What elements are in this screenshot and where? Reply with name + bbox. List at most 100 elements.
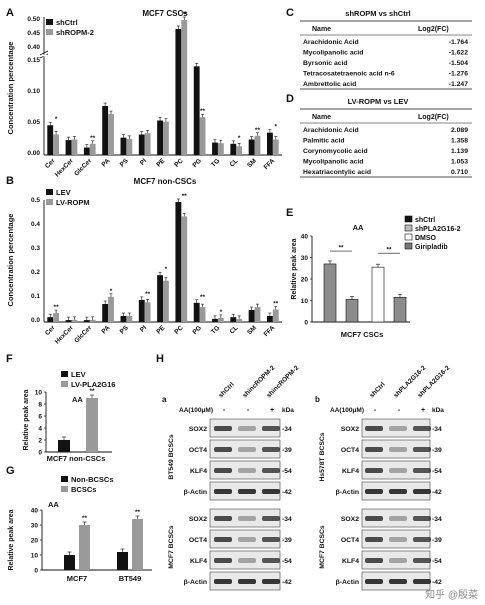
chart-f-bar-lv-pla2g16 bbox=[86, 398, 98, 452]
chart-a-bar-pi-shctrl bbox=[138, 134, 145, 155]
blot-b-band-1-sox2-0 bbox=[365, 516, 383, 521]
blot-a-aa-label: AA(100μM) bbox=[179, 407, 213, 414]
chart-b-bar-glccer-lev bbox=[83, 320, 90, 322]
chart-a-bar-pg-shctrl bbox=[193, 66, 200, 155]
tick-b-0.1: 0.1 bbox=[31, 293, 40, 300]
blot-a-protein-1-oct4: OCT4 bbox=[189, 537, 207, 544]
blot-b-lane-label-0: shCtrl bbox=[368, 381, 386, 399]
panel-letter-e: E bbox=[286, 207, 293, 219]
chart-e-xlabel: MCF7 CSCs bbox=[341, 330, 384, 339]
blot-b-protein-1-oct4: OCT4 bbox=[341, 537, 359, 544]
chart-a-xtick-pe: PE bbox=[155, 157, 167, 169]
blot-a-band-0-oct4-0 bbox=[214, 447, 232, 452]
blot-b-aa-value-2: + bbox=[421, 407, 425, 414]
chart-f-sig: ** bbox=[89, 388, 95, 395]
table-c-header-fc: Log2(FC) bbox=[418, 26, 449, 33]
watermark: 知乎 @殷菜 bbox=[425, 588, 478, 601]
chart-a-legend: shCtrl shROPM-2 bbox=[46, 18, 94, 37]
tick-a-0.50: 0.50 bbox=[27, 16, 40, 23]
chart-a-axis-break-1 bbox=[39, 50, 49, 56]
blot-a-aa-value-2: + bbox=[270, 407, 274, 414]
blot-a-protein-0-actin: β-Actin bbox=[184, 489, 207, 496]
chart-b-title: MCF7 non-CSCs bbox=[134, 177, 197, 186]
chart-e-legend-label-shpla2g16-2: shPLA2G16-2 bbox=[415, 226, 461, 233]
panel-letter-b: B bbox=[6, 175, 14, 187]
chart-b-xtick-pc: PC bbox=[173, 324, 185, 336]
chart-a-bar-hexcer-shropm-2 bbox=[71, 139, 78, 155]
chart-f-ytick-2: 2 bbox=[38, 438, 42, 445]
chart-e-legend-label-giripladib: Giripladib bbox=[415, 244, 448, 251]
chart-b-sig-tg: * bbox=[220, 309, 223, 316]
chart-b-bar-pg-lev bbox=[193, 302, 200, 322]
blot-b-aa-value-1: - bbox=[398, 407, 401, 414]
panel-letter-c: C bbox=[286, 7, 294, 19]
panel-letter-a: A bbox=[6, 7, 14, 19]
chart-b-bar-cer-lev bbox=[47, 317, 54, 322]
chart-g-ytick-10: 10 bbox=[31, 553, 39, 560]
blot-b-band-1-actin-2 bbox=[413, 579, 431, 584]
chart-b-xtick-sm: SM bbox=[246, 324, 258, 336]
chart-e-legend: shCtrl shPLA2G16-2 DMSO Giripladib bbox=[404, 215, 461, 251]
blot-b-protein-1-actin: β-Actin bbox=[336, 579, 359, 586]
blot-a-size-1-klf4: -54 bbox=[282, 558, 292, 565]
legend-swatch-lev-f bbox=[61, 371, 68, 377]
chart-b-xtick-pe: PE bbox=[155, 324, 167, 336]
blot-a-aa-value-1: - bbox=[247, 407, 250, 414]
chart-b-xtick-ps: PS bbox=[119, 324, 131, 336]
chart-a-xtick-cer: Cer bbox=[44, 157, 57, 170]
legend-label-lev-f: LEV bbox=[71, 370, 86, 379]
blot-a-band-0-sox2-0 bbox=[214, 426, 232, 431]
chart-b-xtick-glccer: GlcCer bbox=[73, 324, 93, 344]
chart-e-ytick-30: 30 bbox=[301, 255, 309, 262]
chart-b-bar-ps-lv-ropm bbox=[126, 316, 133, 322]
blot-b-band-0-klf4-0 bbox=[365, 468, 383, 473]
chart-f-bar-lev bbox=[58, 440, 70, 452]
chart-g-legend: Non-BCSCs BCSCs bbox=[61, 475, 114, 494]
blot-b-band-1-klf4-2 bbox=[413, 558, 431, 563]
blot-a-protein-1-klf4: KLF4 bbox=[190, 558, 207, 565]
chart-b-bar-hexcer-lv-ropm bbox=[71, 319, 78, 322]
blot-b-band-0-oct4-0 bbox=[365, 447, 383, 452]
chart-b-bar-pe-lev bbox=[157, 275, 163, 322]
chart-b-bar-sm-lev bbox=[248, 310, 255, 322]
table-c: shROPM vs shCtrl Name Log2(FC) Arachidon… bbox=[300, 9, 472, 90]
tick-a-0.15: 0.15 bbox=[27, 57, 40, 64]
chart-g-xtick-mcf7: MCF7 bbox=[67, 574, 87, 583]
chart-a-bar-pg-shropm-2 bbox=[199, 117, 206, 155]
blot-b-size-0-actin: -42 bbox=[432, 489, 442, 496]
table-c-row-name-3: Tetracosatetraenoic acid n-6 bbox=[303, 71, 395, 78]
chart-e-title: AA bbox=[353, 223, 364, 232]
chart-b-xtick-cl: CL bbox=[229, 324, 240, 335]
chart-b-ylabel: Concentration percentage bbox=[6, 214, 15, 307]
blot-b-band-1-klf4-1 bbox=[389, 558, 407, 563]
blot-b-size-1-sox2: -34 bbox=[432, 516, 442, 523]
table-d-row-name-2: Corynomycolic acid bbox=[303, 148, 368, 155]
table-c-row-fc-3: -1.276 bbox=[449, 71, 468, 78]
table-d-row-fc-4: 0.710 bbox=[451, 169, 468, 176]
blot-b-band-1-sox2-2 bbox=[413, 516, 431, 521]
blot-b-band-0-actin-1 bbox=[389, 489, 407, 494]
chart-a-bar-glccer-shropm-2 bbox=[89, 143, 96, 155]
chart-e-legend-swatch-shctrl bbox=[404, 215, 413, 223]
table-c-row-name-4: Ambrettolic acid bbox=[303, 81, 356, 88]
blot-a-size-0-actin: -42 bbox=[282, 489, 292, 496]
blot-b-band-0-klf4-1 bbox=[389, 468, 407, 473]
blot-a-band-1-sox2-0 bbox=[214, 516, 232, 521]
chart-g-sig-bt549: ** bbox=[135, 509, 141, 516]
chart-a-axis-gap bbox=[41, 54, 47, 57]
blot-b-band-0-sox2-0 bbox=[365, 426, 383, 431]
chart-g-bar-bt549-bcscs bbox=[132, 519, 143, 570]
table-c-row-fc-2: -1.504 bbox=[449, 60, 468, 67]
chart-a-xtick-pi: PI bbox=[139, 157, 148, 166]
chart-f-plot: 0 2 4 6 8 10 ** bbox=[35, 388, 112, 457]
chart-b-bar-tg-lv-ropm bbox=[217, 317, 224, 322]
blot-b-band-1-oct4-0 bbox=[365, 537, 383, 542]
chart-e-bar-shpla2g16-2 bbox=[345, 299, 359, 323]
chart-f-ytick-0: 0 bbox=[38, 450, 42, 457]
chart-e-bar-giripladib bbox=[393, 296, 407, 323]
tick-b-0.2: 0.2 bbox=[31, 269, 40, 276]
chart-g-ytick-20: 20 bbox=[31, 538, 39, 545]
chart-e-ytick-10: 10 bbox=[301, 298, 309, 305]
table-d-row-fc-2: 1.139 bbox=[451, 148, 468, 155]
chart-a-xtick-glccer: GlcCer bbox=[73, 157, 93, 177]
